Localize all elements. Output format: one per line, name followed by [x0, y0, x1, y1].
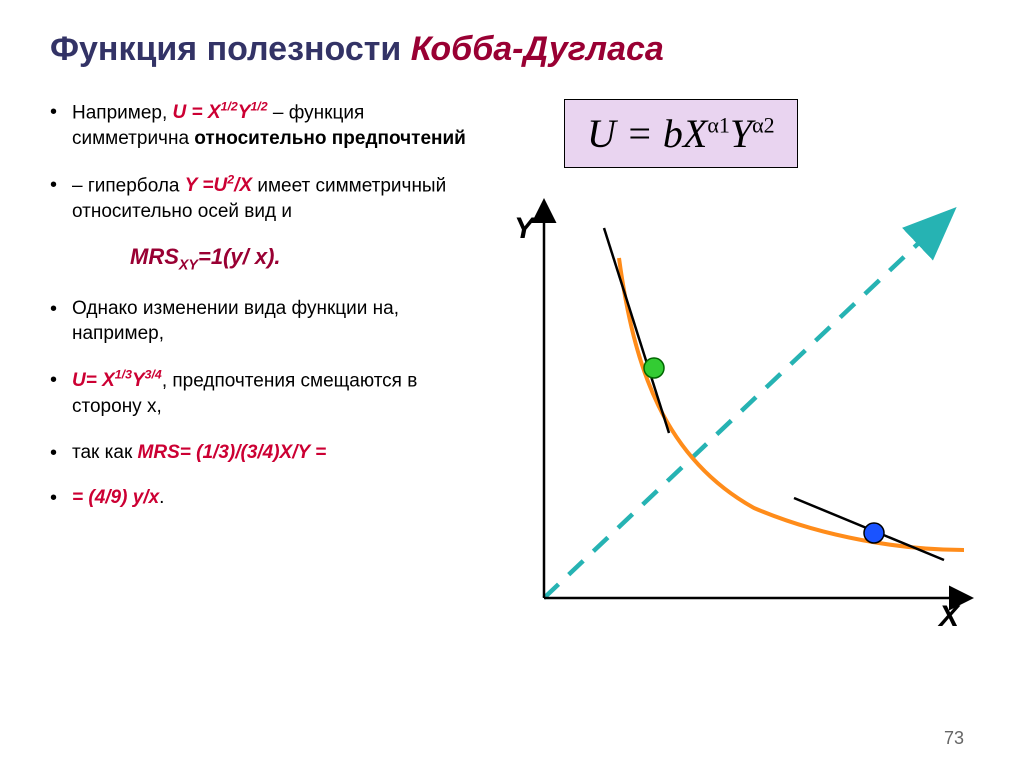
title-left: Функция полезности: [50, 30, 411, 68]
content-area: Например, U = X1/2Y1/2 – функция симметр…: [50, 99, 974, 648]
b6-suffix: .: [159, 487, 164, 508]
b4-formula: U= X1/3Y3/4: [72, 370, 162, 391]
bullet-5: так как MRS= (1/3)/(3/4)X/Y =: [50, 440, 474, 466]
title-right: Кобба-Дугласа: [411, 30, 664, 68]
b1-bold: относительно предпочтений: [194, 128, 466, 149]
b2-prefix: – гипербола: [72, 175, 185, 196]
bullet-3: Однако изменении вида функции на, наприм…: [50, 296, 474, 347]
svg-text:X: X: [937, 600, 961, 628]
main-formula-box: U = bXα1Yα2: [564, 99, 798, 168]
bullet-list-2: Однако изменении вида функции на, наприм…: [50, 296, 474, 511]
bullet-4: U= X1/3Y3/4, предпочтения смещаются в ст…: [50, 367, 474, 420]
b2-formula: Y =U2/X: [185, 175, 258, 196]
b1-formula: U = X1/2Y1/2: [173, 102, 268, 123]
bullet-list: Например, U = X1/2Y1/2 – функция симметр…: [50, 99, 474, 224]
svg-text:Y: Y: [514, 212, 537, 245]
chart: YX: [504, 198, 974, 648]
b5-prefix: так как: [72, 442, 138, 463]
right-column: U = bXα1Yα2 YX: [504, 99, 974, 648]
bullet-2: – гипербола Y =U2/X имеет симметричный о…: [50, 172, 474, 225]
bullet-1: Например, U = X1/2Y1/2 – функция симметр…: [50, 99, 474, 152]
chart-svg: YX: [504, 198, 974, 628]
bullet-6: = (4/9) y/x.: [50, 485, 474, 511]
page-number: 73: [944, 728, 964, 749]
b1-prefix: Например,: [72, 102, 173, 123]
left-column: Например, U = X1/2Y1/2 – функция симметр…: [50, 99, 474, 648]
slide-title: Функция полезности Кобба-Дугласа: [50, 30, 974, 69]
mrs-formula: MRSXY=1(y/ x).: [50, 244, 474, 273]
b6-formula: = (4/9) y/x: [72, 487, 159, 508]
b5-formula: MRS= (1/3)/(3/4)X/Y =: [138, 442, 327, 463]
